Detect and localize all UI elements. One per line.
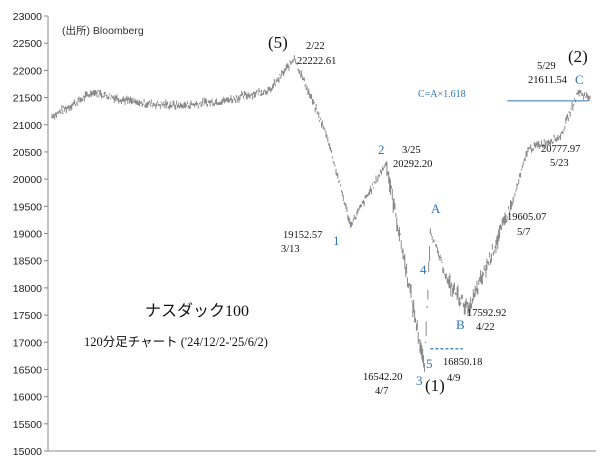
y-axis: 15000 15500 16000 16500 17000 17500 18000 18500… (13, 11, 596, 458)
annotation-label: 20292.20 (393, 159, 432, 170)
annotation-label: 5/23 (550, 158, 569, 169)
price-series (51, 55, 591, 372)
y-tick-label: 17000 (13, 337, 42, 349)
annotation-label: 19152.57 (283, 230, 322, 241)
y-tick-label: 22000 (13, 65, 42, 77)
price-bars (51, 57, 590, 372)
annotation-label: (5) (268, 33, 288, 52)
annotation-label: 19605.07 (507, 212, 546, 223)
y-tick-label: 19000 (13, 229, 42, 241)
annotation-label: 5/7 (517, 227, 530, 238)
y-tick-label: 16500 (13, 364, 42, 376)
annotation-label: 4 (420, 262, 427, 277)
y-tick-label: 23000 (13, 11, 42, 23)
y-tick-label: 20500 (13, 147, 42, 159)
annotation-label: 2 (378, 142, 385, 157)
annotation-label: 22222.61 (297, 56, 336, 67)
y-tick-label: 17500 (13, 310, 42, 322)
annotation-label: 21611.54 (528, 75, 568, 86)
annotation-label: C (575, 72, 584, 87)
guide-lines (430, 100, 588, 350)
annotation-label: 4/9 (447, 373, 460, 384)
y-tick-label: 21000 (13, 120, 42, 132)
annotation-label: C=A×1.618 (418, 89, 466, 100)
y-tick-label: 20000 (13, 174, 42, 186)
source-label: (出所) Bloomberg (62, 24, 144, 37)
annotation-label: 16850.18 (443, 357, 482, 368)
annotation-label: 4/7 (375, 386, 388, 397)
y-tick-label: 16000 (13, 392, 42, 404)
annotation-label: A (431, 201, 441, 216)
annotation-label: (2) (568, 47, 588, 66)
annotation-label: 20777.97 (541, 144, 580, 155)
annotation-label: 3/25 (402, 145, 421, 156)
annotation-label: B (456, 317, 465, 332)
y-tick-label: 21500 (13, 93, 42, 105)
annotation-label: 5 (426, 356, 433, 371)
annotation-label: 3 (416, 373, 423, 388)
annotation-label: 3/13 (281, 244, 300, 255)
annotation-label: 17592.92 (467, 308, 506, 319)
annotations: (5) 2/22 22222.61 1 19152.57 3/13 2 3/25 20292.2… (268, 33, 588, 397)
annotation-label: 2/22 (306, 41, 325, 52)
y-tick-label: 18000 (13, 283, 42, 295)
annotation-label: 4/22 (476, 322, 495, 333)
y-tick-label: 15000 (13, 446, 42, 458)
chart-title: ナスダック100 (145, 302, 249, 320)
annotation-label: 5/29 (537, 61, 556, 72)
y-tick-label: 22500 (13, 38, 42, 50)
annotation-label: 16542.20 (363, 372, 402, 383)
y-tick-label: 18500 (13, 256, 42, 268)
y-tick-label: 15500 (13, 419, 42, 431)
y-tick-label: 19500 (13, 201, 42, 213)
annotation-label: 1 (333, 233, 340, 248)
chart-subtitle: 120分足チャート ('24/12/2-'25/6/2) (84, 335, 268, 349)
annotation-label: (1) (425, 376, 445, 395)
